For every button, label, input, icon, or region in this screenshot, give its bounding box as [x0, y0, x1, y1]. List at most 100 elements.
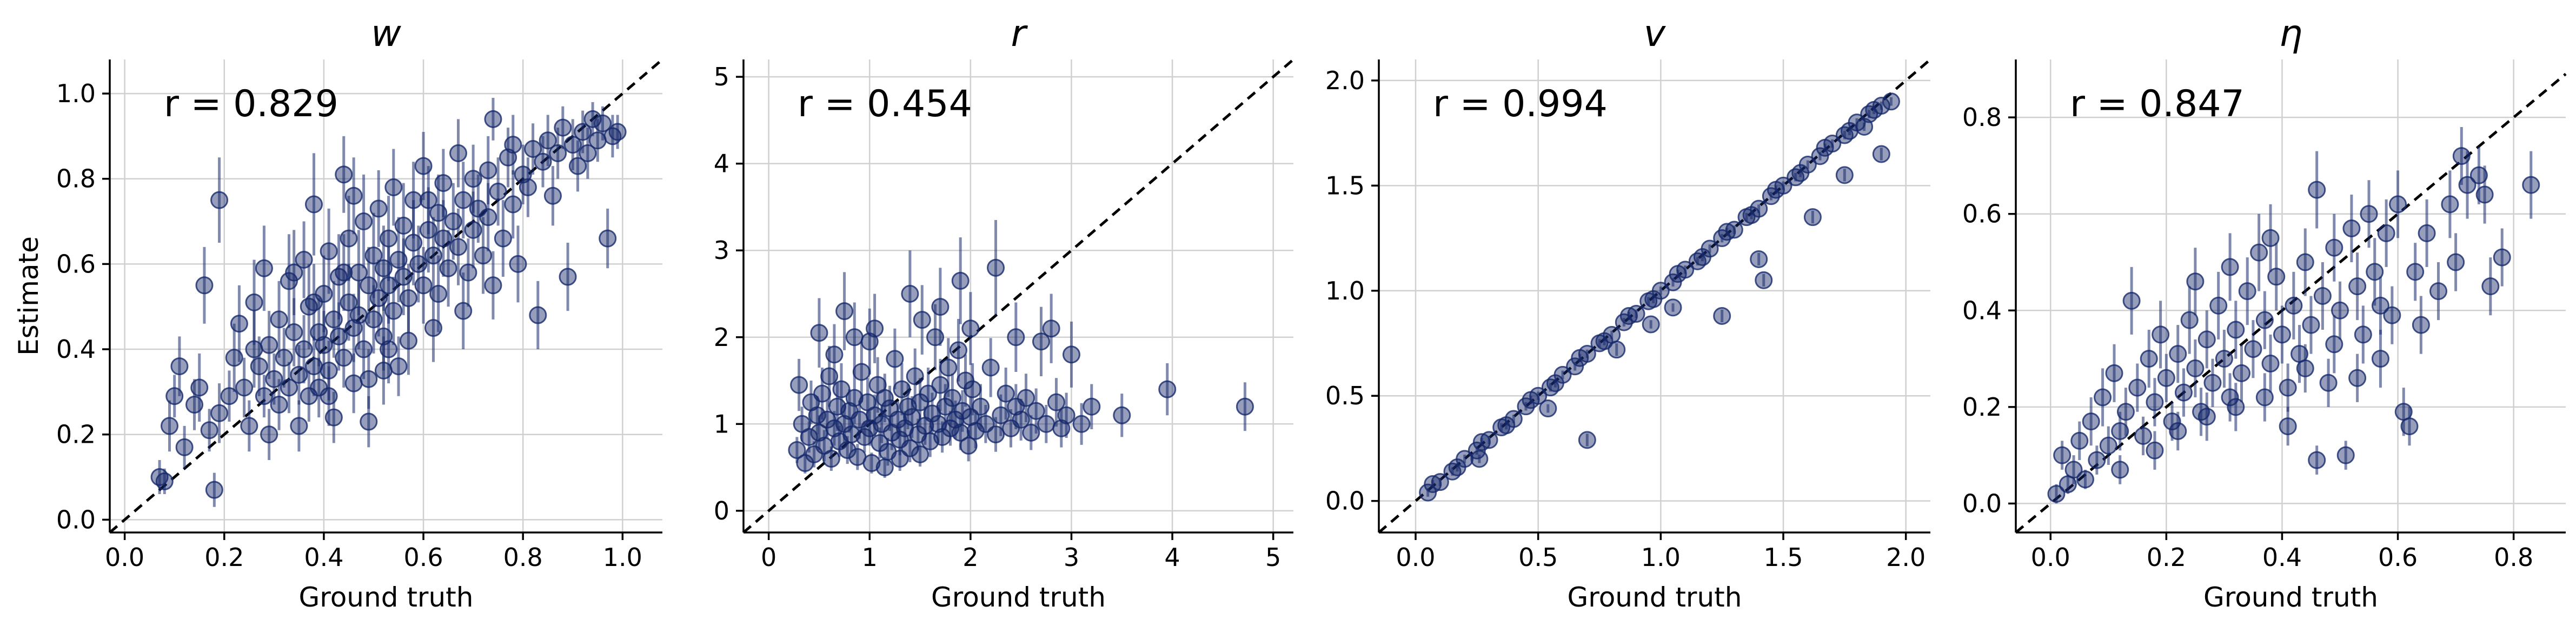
- data-point: [2313, 287, 2332, 305]
- chart-panel-3: 0.0 0.2 0.4 0.6 0.8 0.0 0.2 0.4 0.6 0.8 η Ground tr…: [1962, 12, 2567, 613]
- data-point: [2111, 422, 2129, 440]
- data-point: [2197, 408, 2216, 426]
- data-point: [364, 247, 383, 265]
- data-point: [2279, 378, 2297, 397]
- data-point: [875, 458, 894, 477]
- data-point: [2227, 321, 2245, 339]
- data-point: [295, 250, 313, 269]
- x-tick-label: 0.0: [1396, 543, 1435, 572]
- data-point: [2203, 374, 2222, 392]
- data-point: [2076, 470, 2094, 489]
- data-point: [449, 238, 468, 256]
- data-point: [494, 229, 512, 248]
- data-point: [2308, 181, 2326, 199]
- data-point: [240, 417, 258, 435]
- data-point: [2064, 461, 2083, 479]
- y-tick-label: 0.0: [56, 505, 96, 534]
- y-tick-label: 0.8: [1962, 103, 2002, 132]
- data-point: [2429, 282, 2447, 301]
- data-point: [1619, 307, 1638, 325]
- identity-line: [742, 58, 1294, 534]
- data-point: [543, 187, 562, 205]
- data-point: [195, 276, 214, 295]
- panel-title: v: [1644, 12, 1667, 55]
- data-point: [479, 161, 497, 179]
- data-point: [1017, 389, 1035, 407]
- data-point: [489, 182, 507, 201]
- data-point: [454, 302, 473, 320]
- data-point: [2094, 388, 2112, 407]
- y-tick-label: 0.8: [56, 164, 96, 194]
- data-point: [320, 387, 338, 405]
- data-point: [1865, 101, 1883, 119]
- x-axis-label: Ground truth: [931, 582, 1106, 613]
- data-point: [939, 358, 958, 377]
- data-point: [2325, 238, 2343, 257]
- x-tick-label: 0.8: [2494, 543, 2533, 572]
- data-point: [2383, 306, 2401, 324]
- data-point: [901, 284, 919, 303]
- data-point: [1791, 164, 1810, 182]
- data-point: [1057, 406, 1075, 424]
- data-point: [2285, 296, 2303, 315]
- data-point: [825, 345, 844, 364]
- data-point: [1032, 332, 1050, 351]
- y-tick-label: 0.4: [56, 335, 96, 364]
- panel-title: r: [1011, 12, 1028, 55]
- data-point: [529, 306, 547, 324]
- data-point: [790, 376, 808, 394]
- x-tick-label: 0.6: [403, 543, 443, 572]
- x-tick-label: 0.0: [2031, 543, 2070, 572]
- data-point: [175, 438, 194, 456]
- data-point: [235, 378, 254, 397]
- data-point: [1047, 393, 1065, 411]
- data-point: [255, 259, 273, 277]
- y-tick-label: 5: [714, 62, 729, 91]
- chart-panel-1: 0 1 2 3 4 5 0 1 2 3 4 5 r Ground truth r = 0.454: [714, 12, 1294, 613]
- data-point: [2400, 417, 2419, 436]
- data-point: [2342, 219, 2361, 237]
- data-point: [2412, 316, 2430, 334]
- data-point: [1158, 380, 1177, 398]
- data-point: [2441, 195, 2459, 214]
- x-axis-label: Ground truth: [299, 582, 474, 613]
- data-point: [155, 472, 174, 490]
- data-point: [2354, 325, 2372, 344]
- x-tick-label: 0: [761, 543, 776, 572]
- data-point: [384, 302, 403, 320]
- data-point: [2157, 369, 2175, 387]
- data-point: [608, 123, 627, 141]
- data-point: [961, 319, 980, 338]
- data-point: [160, 417, 178, 435]
- data-point: [2302, 316, 2320, 334]
- data-point: [1497, 416, 1516, 435]
- data-point: [320, 242, 338, 261]
- data-point: [355, 212, 373, 231]
- x-tick-label: 3: [1064, 543, 1079, 572]
- chart-panel-2: 0.0 0.5 1.0 1.5 2.0 0.0 0.5 1.0 1.5 2.0 v Ground tr…: [1325, 12, 1931, 613]
- data-point: [1669, 265, 1687, 283]
- data-point: [2047, 485, 2066, 503]
- panel-title: η: [2279, 12, 2302, 55]
- x-tick-label: 1.5: [1763, 543, 1803, 572]
- data-point: [1816, 138, 1834, 157]
- y-tick-label: 0.5: [1325, 381, 1365, 410]
- data-point: [886, 350, 904, 368]
- x-tick-label: 1: [862, 543, 878, 572]
- data-point: [1644, 290, 1663, 308]
- data-point: [200, 421, 218, 439]
- data-point: [2152, 325, 2170, 344]
- correlation-annotation: r = 0.847: [2070, 83, 2245, 125]
- data-point: [304, 195, 323, 214]
- data-point: [2146, 441, 2164, 459]
- data-point: [474, 247, 493, 265]
- x-tick-label: 0.8: [503, 543, 543, 572]
- data-point: [270, 310, 288, 329]
- data-point: [1522, 391, 1540, 409]
- data-point: [1713, 307, 1731, 325]
- data-point: [2319, 374, 2338, 392]
- data-point: [449, 144, 468, 162]
- data-point: [404, 191, 423, 209]
- y-tick-label: 0.6: [56, 249, 96, 278]
- data-point: [997, 384, 1015, 403]
